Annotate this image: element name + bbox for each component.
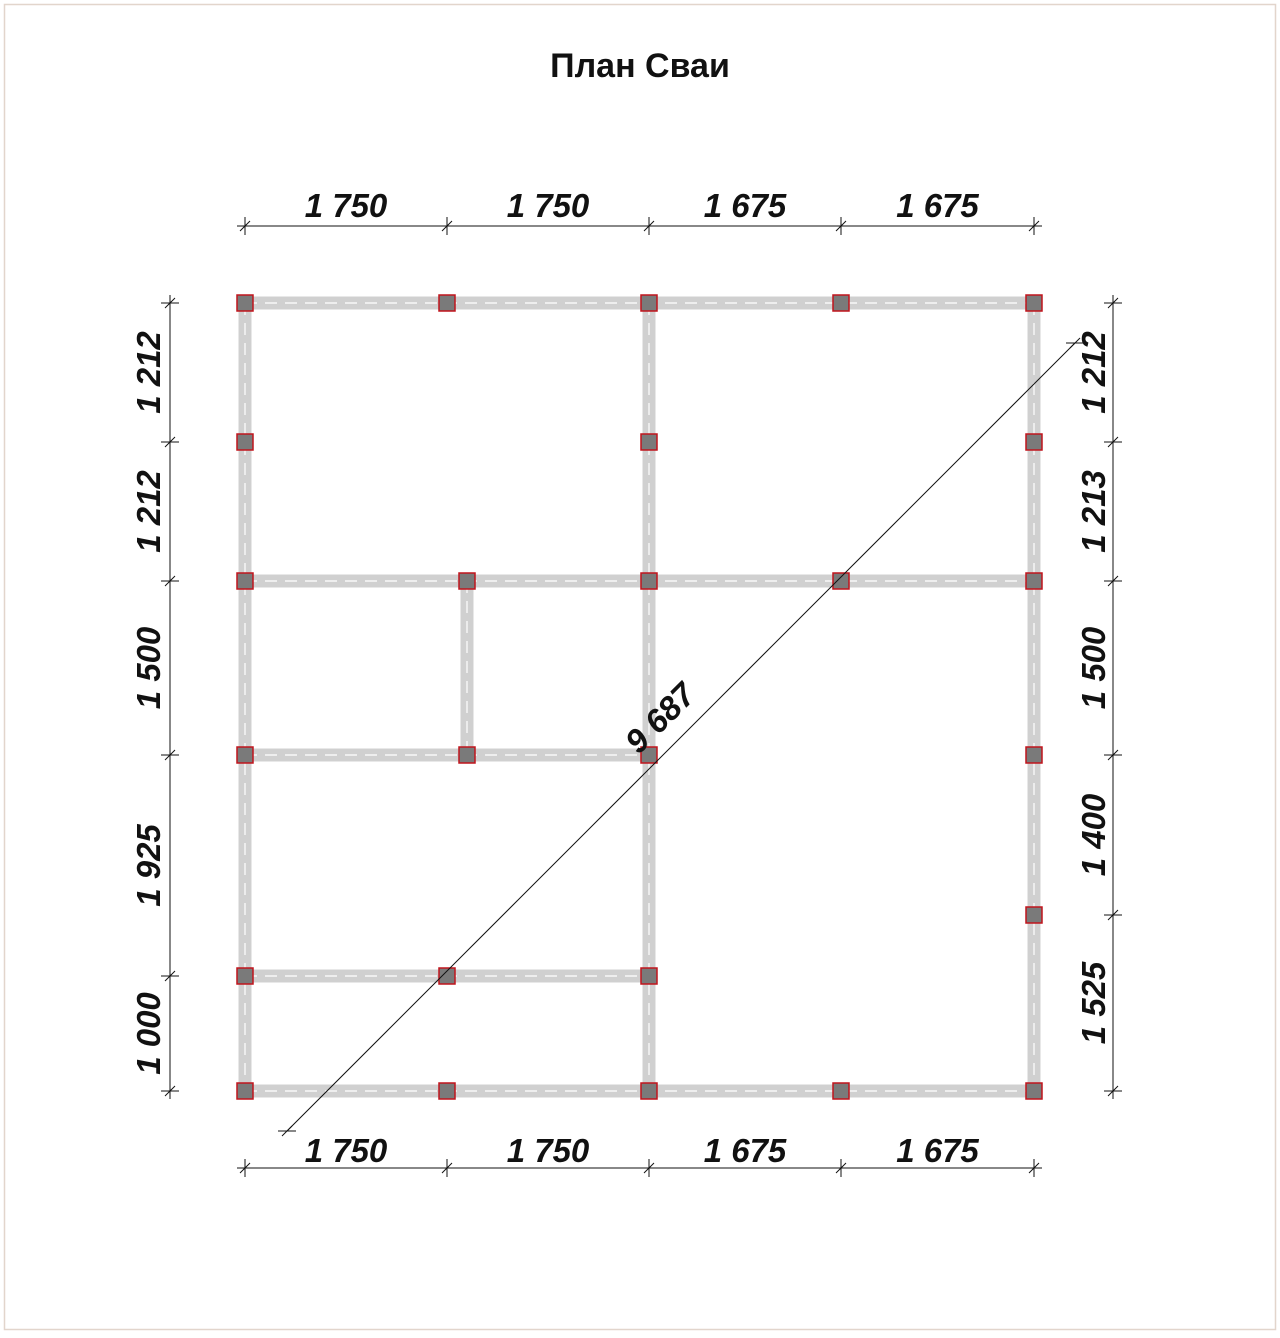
pile: [438, 1082, 456, 1100]
dim-label: 1 925: [130, 824, 167, 907]
dim-slash: [1107, 749, 1119, 761]
piles: [236, 294, 1043, 1100]
dim-label: 1 675: [704, 187, 787, 224]
dimensions: 1 750 1 750 1 675 1 675 1 750 1 750 1 675 1 675…: [130, 187, 1122, 1177]
dim-slash: [835, 220, 847, 232]
pile: [236, 746, 254, 764]
dim-slash: [164, 1085, 176, 1097]
dim-label: 1 675: [896, 187, 979, 224]
pile: [458, 572, 476, 590]
pile: [832, 1082, 850, 1100]
pile: [1025, 294, 1043, 312]
pile: [236, 967, 254, 985]
dim-slash: [1069, 337, 1081, 349]
dim-label: 1 750: [305, 187, 388, 224]
dim-slash: [164, 436, 176, 448]
pile: [640, 433, 658, 451]
pile: [236, 1082, 254, 1100]
dim-slash: [1107, 575, 1119, 587]
dim-slash: [239, 220, 251, 232]
pile: [1025, 433, 1043, 451]
dim-slash: [1107, 436, 1119, 448]
dim-slash: [1028, 1162, 1040, 1174]
dim-label: 1 212: [1075, 331, 1112, 414]
diag-line: [286, 342, 1076, 1132]
dim-slash: [1107, 297, 1119, 309]
dim-slash: [164, 575, 176, 587]
frame: [3, 3, 1277, 1331]
title: План Сваи: [550, 47, 730, 85]
pile: [1025, 572, 1043, 590]
dim-label: 1 675: [704, 1132, 787, 1169]
dim-label: 1 212: [130, 470, 167, 553]
dim-slash: [643, 1162, 655, 1174]
pile: [640, 746, 658, 764]
pile: [236, 433, 254, 451]
pile: [640, 294, 658, 312]
dim-label: 1 000: [130, 992, 167, 1075]
dim-label: 1 750: [507, 1132, 590, 1169]
dim-slash: [441, 1162, 453, 1174]
pile: [640, 1082, 658, 1100]
dim-slash: [1107, 909, 1119, 921]
dim-label: 1 675: [896, 1132, 979, 1169]
dim-label: 1 213: [1075, 470, 1112, 553]
pile: [1025, 1082, 1043, 1100]
dim-slash: [835, 1162, 847, 1174]
dim-label: 1 400: [1075, 793, 1112, 876]
dim-slash: [164, 749, 176, 761]
dim-label: 1 750: [305, 1132, 388, 1169]
pile: [438, 967, 456, 985]
dim-slash: [239, 1162, 251, 1174]
dim-slash: [281, 1125, 293, 1137]
pile: [236, 572, 254, 590]
pile: [1025, 746, 1043, 764]
dim-label: 1 212: [130, 331, 167, 414]
pile: [458, 746, 476, 764]
dim-label: 1 750: [507, 187, 590, 224]
dim-label: 1 500: [130, 626, 167, 709]
dim-slash: [1028, 220, 1040, 232]
dim-slash: [441, 220, 453, 232]
pile: [640, 572, 658, 590]
dim-label: 1 525: [1075, 961, 1112, 1044]
pile: [832, 294, 850, 312]
dim-slash: [643, 220, 655, 232]
pile: [1025, 906, 1043, 924]
dim-slash: [164, 297, 176, 309]
pile: [640, 967, 658, 985]
dim-slash: [1107, 1085, 1119, 1097]
pile: [832, 572, 850, 590]
pile: [236, 294, 254, 312]
dim-slash: [164, 970, 176, 982]
pile: [438, 294, 456, 312]
dim-label: 1 500: [1075, 626, 1112, 709]
